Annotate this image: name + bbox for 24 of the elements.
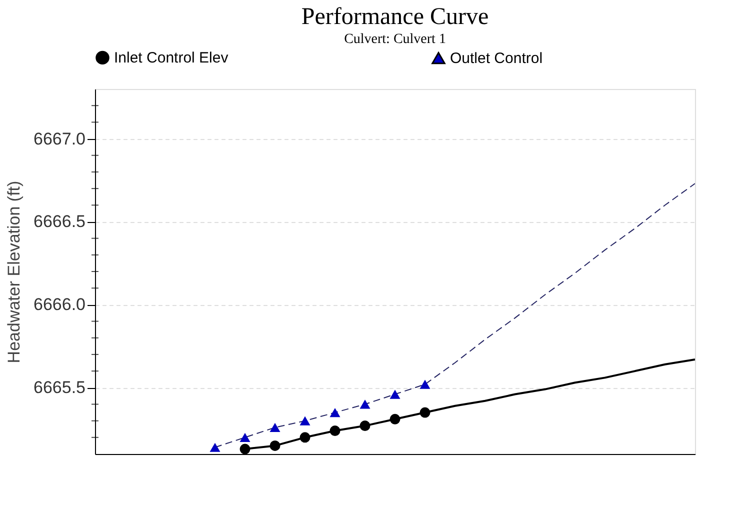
point <box>390 414 400 424</box>
point <box>210 442 220 452</box>
point <box>420 407 430 418</box>
y-axis-title: Headwater Elevation (ft) <box>4 180 24 364</box>
point <box>420 380 430 389</box>
chart-title: Performance Curve <box>301 4 489 30</box>
legend-label: Outlet Control <box>450 50 543 68</box>
point <box>300 432 310 443</box>
legend-label: Inlet Control Elev <box>114 50 229 67</box>
point <box>360 400 370 409</box>
point <box>330 426 340 436</box>
point <box>270 440 280 451</box>
point <box>240 444 250 454</box>
point <box>240 432 250 442</box>
y-tick-label: 6666.5 <box>34 212 86 232</box>
point <box>300 416 310 426</box>
point <box>270 422 280 432</box>
point <box>390 390 400 399</box>
y-tick-label: 6666.0 <box>34 295 86 314</box>
y-tick-label: 6667.0 <box>34 129 86 148</box>
chart-subtitle: Culvert: Culvert 1 <box>344 32 446 47</box>
y-tick-label: 6665.5 <box>34 378 86 398</box>
point <box>360 420 370 432</box>
point <box>330 408 340 418</box>
